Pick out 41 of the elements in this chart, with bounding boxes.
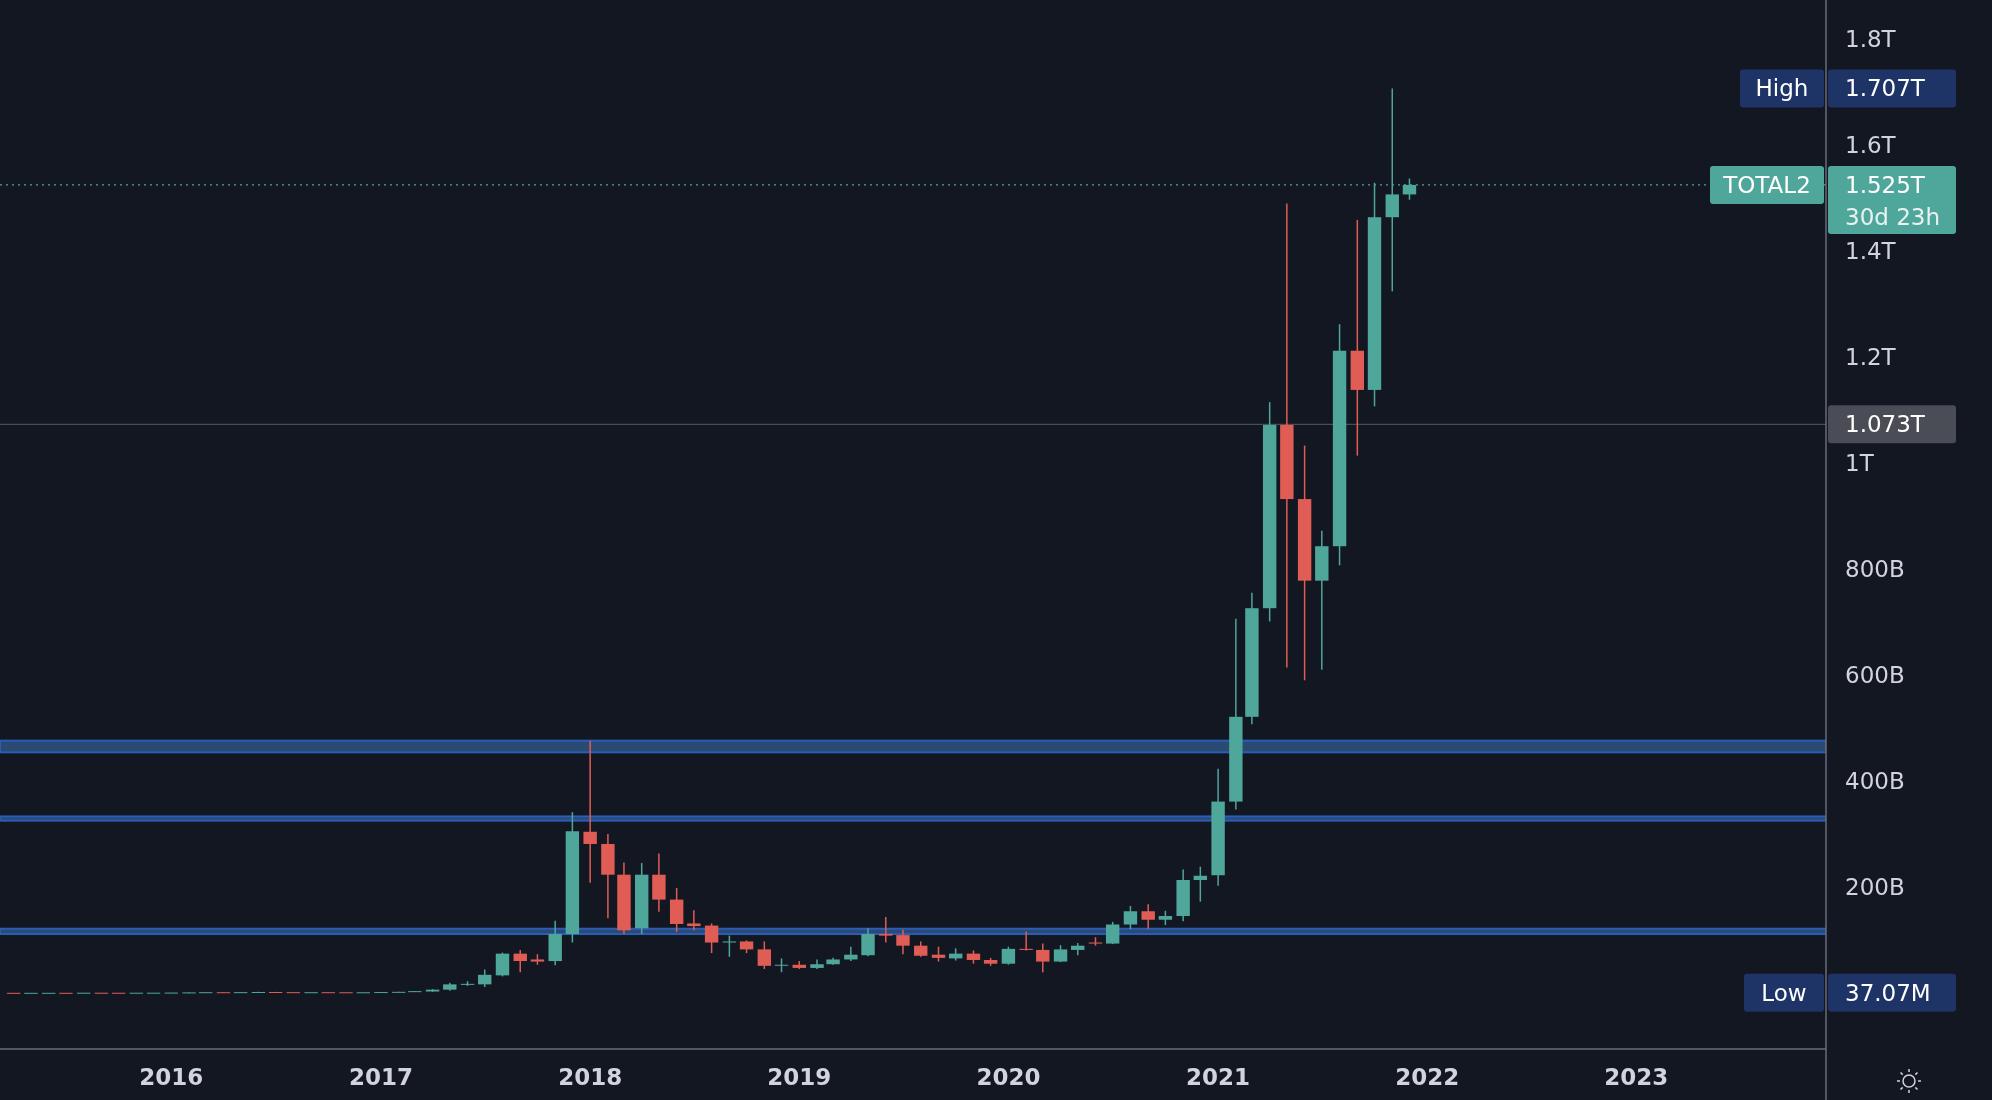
candlestick — [704, 922, 719, 954]
y-tick-label: 1.8T — [1845, 26, 1897, 53]
text: 30d 23h — [1845, 203, 1941, 230]
candlestick — [583, 739, 597, 884]
candlestick — [1123, 905, 1138, 931]
y-tick-label: 400B — [1845, 767, 1905, 794]
x-tick-label: 2017 — [349, 1064, 414, 1090]
x-tick-label: 2022 — [1395, 1064, 1460, 1090]
candlestick — [495, 951, 510, 978]
ref-line-label: 1.525T — [1845, 171, 1926, 198]
y-tick-label: 800B — [1845, 556, 1905, 582]
annotation: TOTAL2 — [1722, 171, 1811, 198]
x-tick-label: 2023 — [1604, 1064, 1669, 1090]
candlestick — [757, 940, 772, 970]
candlestick — [879, 916, 893, 944]
y-tick-label: 1.6T — [1845, 132, 1897, 159]
candlestick — [861, 927, 875, 958]
ref-line-label: 1.073T — [1845, 411, 1926, 438]
x-tick-label: 2021 — [1186, 1064, 1251, 1090]
candlestick — [1141, 903, 1155, 930]
y-tick-label: 200B — [1845, 873, 1905, 900]
candlestick — [896, 929, 910, 955]
x-tick-label: 2018 — [558, 1064, 623, 1090]
text: 1.707T — [1845, 75, 1926, 102]
candlestick — [722, 934, 737, 958]
y-tick-label: 1.4T — [1845, 238, 1897, 265]
candlestick — [1019, 930, 1033, 952]
text: 37.07M — [1845, 979, 1931, 1006]
candlestick — [513, 949, 527, 973]
y-tick-label: 1.2T — [1845, 344, 1897, 371]
annotation: Low — [1761, 979, 1807, 1006]
x-tick-label: 2019 — [767, 1064, 832, 1090]
y-tick-label: 1T — [1845, 450, 1875, 477]
candlestick — [1193, 866, 1208, 903]
annotation: High — [1755, 75, 1809, 102]
candlestick — [687, 909, 701, 932]
y-tick-label: 600B — [1845, 661, 1905, 688]
x-tick-label: 2016 — [139, 1064, 204, 1090]
candlestick — [1036, 942, 1050, 973]
candlestick — [1001, 946, 1016, 966]
x-tick-label: 2020 — [976, 1064, 1041, 1090]
